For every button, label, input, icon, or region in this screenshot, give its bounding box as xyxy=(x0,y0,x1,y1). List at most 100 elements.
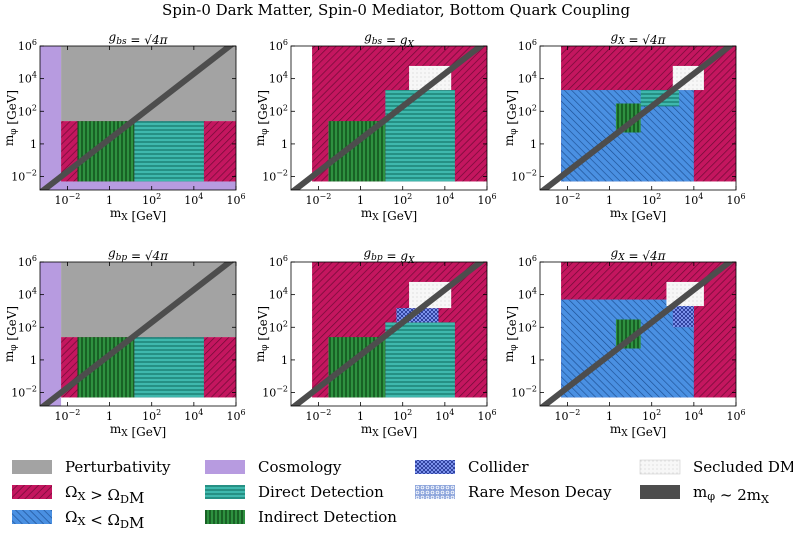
plot-frame xyxy=(539,261,737,407)
tick-label: 106 xyxy=(18,254,37,269)
region-direct-detection xyxy=(134,337,204,398)
tick-label: 104 xyxy=(18,287,37,302)
panel-bottom-1: 10−2 10−2 1 1 102 102 104 104 106 106 gbp = √4π mX … xyxy=(2,246,246,439)
tick-label: 10−2 xyxy=(306,192,332,207)
panel-top-1: 10−2 10−2 1 1 102 102 104 104 106 106 gbs = √4π mX … xyxy=(2,30,246,223)
tick-label: 1 xyxy=(106,410,113,423)
region-direct-detection xyxy=(385,90,455,182)
y-axis-label: mφ [GeV] xyxy=(2,306,19,362)
region-cosmology xyxy=(40,46,62,190)
tick-label: 106 xyxy=(226,408,245,423)
tick-label: 106 xyxy=(226,192,245,207)
region-indirect-detection xyxy=(77,121,135,182)
tick-label: 104 xyxy=(184,192,203,207)
x-axis-label: mX [GeV] xyxy=(110,206,166,223)
legend-label: mφ ~ 2mX xyxy=(693,483,769,506)
tick-label: 104 xyxy=(18,71,37,86)
tick-label: 10−2 xyxy=(555,192,581,207)
region-direct-detection xyxy=(134,121,204,182)
region-indirect-detection xyxy=(328,121,386,182)
plot-frame xyxy=(39,261,237,407)
tick-label: 10−2 xyxy=(511,169,537,184)
tick-label: 102 xyxy=(269,319,288,334)
x-axis-label: mX [GeV] xyxy=(361,206,417,223)
diagonal-line xyxy=(291,262,486,406)
tick-label: 102 xyxy=(269,103,288,118)
legend-swatch xyxy=(205,485,245,499)
tick-label: 1 xyxy=(357,194,364,207)
tick-label: 10−2 xyxy=(55,192,81,207)
legend-label: Direct Detection xyxy=(258,483,384,501)
x-axis-label: mX [GeV] xyxy=(110,422,166,439)
tick-label: 106 xyxy=(269,254,288,269)
tick-label: 106 xyxy=(269,38,288,53)
diagonal-line xyxy=(40,46,235,190)
tick-label: 102 xyxy=(518,319,537,334)
panel-top-3: 10−2 10−2 1 1 102 102 104 104 106 106 gX = √4π mX [… xyxy=(502,30,746,223)
legend: Perturbativity Cosmology Collider Secluded … xyxy=(12,458,793,532)
tick-label: 1 xyxy=(106,194,113,207)
x-axis-label: mX [GeV] xyxy=(361,422,417,439)
region-cosmology xyxy=(40,181,236,190)
legend-swatch xyxy=(12,510,52,524)
legend-label: Indirect Detection xyxy=(258,508,397,526)
tick-label: 104 xyxy=(518,71,537,86)
tick-label: 10−2 xyxy=(306,408,332,423)
legend-swatch xyxy=(640,485,680,499)
y-axis-label: mφ [GeV] xyxy=(502,306,519,362)
legend-swatch xyxy=(205,460,245,474)
legend-swatch xyxy=(639,459,681,475)
tick-label: 104 xyxy=(184,408,203,423)
plot-frame xyxy=(290,45,488,191)
tick-label: 106 xyxy=(518,38,537,53)
legend-item-diagonal_line: mφ ~ 2mX xyxy=(640,483,769,506)
tick-label: 10−2 xyxy=(262,169,288,184)
panel-title: gbs = √4π xyxy=(109,30,169,47)
panel-title: gX = √4π xyxy=(611,30,667,47)
tick-label: 104 xyxy=(684,192,703,207)
region-indirect-detection xyxy=(328,337,386,398)
legend-swatch xyxy=(415,460,455,474)
tick-label: 102 xyxy=(18,103,37,118)
legend-label: Secluded DM xyxy=(693,458,793,476)
legend-item-rare_meson: Rare Meson Decay xyxy=(415,483,612,501)
tick-label: 106 xyxy=(477,192,496,207)
legend-label: Rare Meson Decay xyxy=(468,483,612,501)
legend-label: Perturbativity xyxy=(65,458,171,476)
panel-bottom-3: 10−2 10−2 1 1 102 102 104 104 106 106 gX = √4π mX [… xyxy=(502,246,746,439)
legend-item-secluded: Secluded DM xyxy=(639,458,793,476)
tick-label: 102 xyxy=(642,408,661,423)
tick-label: 1 xyxy=(30,354,37,367)
tick-label: 10−2 xyxy=(55,408,81,423)
panel-title: gbp = √4π xyxy=(108,246,169,263)
diagonal-line xyxy=(40,262,235,406)
legend-label: ΩX > ΩDM xyxy=(65,483,144,507)
tick-label: 10−2 xyxy=(511,385,537,400)
diagonal-line xyxy=(291,46,486,190)
legend-item-perturbativity: Perturbativity xyxy=(12,458,171,476)
tick-label: 1 xyxy=(281,138,288,151)
tick-label: 106 xyxy=(518,254,537,269)
legend-swatch xyxy=(415,485,455,499)
diagonal-line xyxy=(540,262,735,406)
legend-label: Cosmology xyxy=(258,458,342,476)
tick-label: 10−2 xyxy=(11,169,37,184)
tick-label: 106 xyxy=(726,408,745,423)
tick-label: 102 xyxy=(18,319,37,334)
tick-label: 102 xyxy=(642,192,661,207)
region-cosmology xyxy=(40,262,62,406)
tick-label: 102 xyxy=(518,103,537,118)
tick-label: 102 xyxy=(142,408,161,423)
tick-label: 104 xyxy=(684,408,703,423)
tick-label: 10−2 xyxy=(262,385,288,400)
legend-item-underabundant: ΩX < ΩDM xyxy=(12,508,144,532)
legend-label: ΩX < ΩDM xyxy=(65,508,144,532)
legend-swatch xyxy=(12,460,52,474)
x-axis-label: mX [GeV] xyxy=(610,206,666,223)
tick-label: 106 xyxy=(477,408,496,423)
region-collider xyxy=(672,303,694,328)
tick-label: 1 xyxy=(281,354,288,367)
x-axis-label: mX [GeV] xyxy=(610,422,666,439)
